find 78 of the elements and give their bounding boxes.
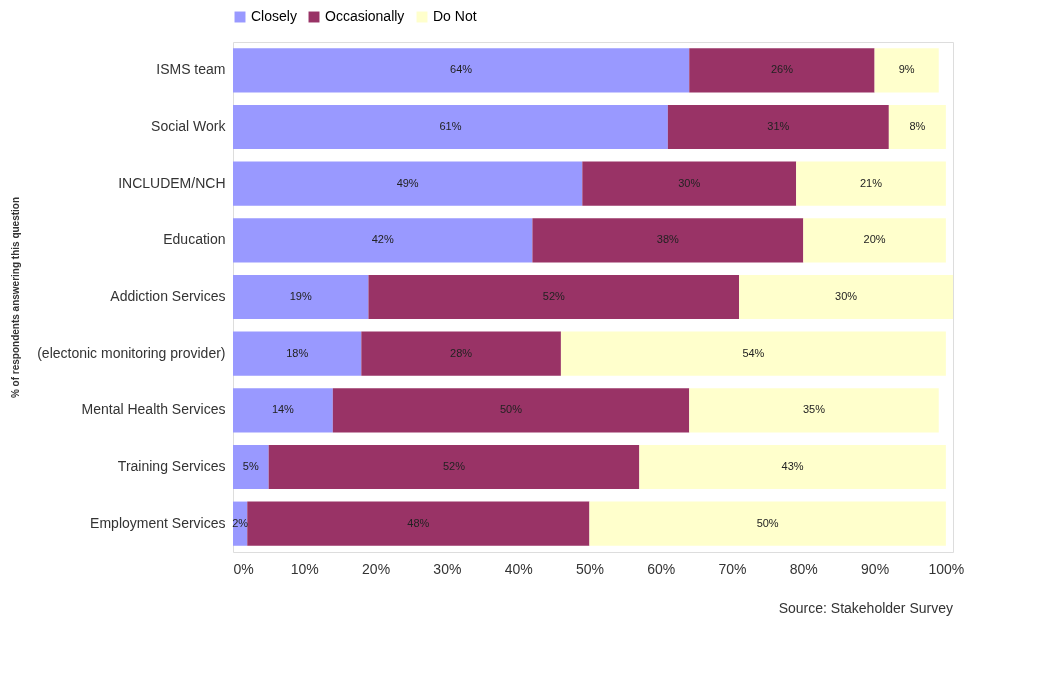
y-tick-label: (electonic monitoring provider) — [37, 344, 226, 361]
bar — [233, 274, 369, 320]
bar — [689, 48, 875, 93]
bar — [639, 444, 946, 490]
y-tick-label: Education — [163, 231, 226, 248]
data-label: 61% — [439, 120, 462, 132]
bar — [233, 331, 362, 376]
legend-label: Closely — [251, 8, 297, 24]
data-label: 50% — [756, 516, 779, 529]
bar — [233, 104, 668, 150]
bar — [689, 388, 939, 433]
x-tick-label: 20% — [362, 560, 391, 577]
bar — [739, 274, 953, 320]
data-label: 31% — [767, 120, 790, 132]
y-tick-label: Training Services — [117, 458, 226, 474]
data-label: 8% — [909, 120, 926, 132]
data-label: 64% — [450, 63, 473, 76]
bar — [888, 104, 946, 150]
data-label: 42% — [371, 233, 394, 246]
legend-label: Occasionally — [325, 8, 405, 24]
bar — [233, 444, 269, 490]
data-label: 18% — [286, 346, 309, 359]
data-label: 2% — [232, 516, 249, 529]
data-label: 52% — [442, 460, 466, 472]
data-label: 28% — [450, 346, 473, 359]
bar — [874, 48, 939, 93]
x-tick-label: 90% — [861, 560, 890, 577]
x-tick-label: 30% — [433, 560, 462, 577]
x-tick-label: 50% — [575, 560, 604, 577]
bar — [268, 444, 640, 490]
bar — [667, 104, 889, 150]
data-label: 48% — [407, 516, 430, 529]
data-label: 50% — [500, 403, 523, 416]
bar — [332, 388, 690, 433]
bar — [233, 218, 533, 263]
data-label: 43% — [781, 460, 804, 472]
bar — [796, 161, 946, 206]
x-tick-label: 0% — [233, 560, 254, 577]
bar — [233, 48, 690, 93]
y-tick-label: Mental Health Services — [81, 401, 226, 418]
y-tick-label: Addiction Services — [110, 288, 226, 304]
x-tick-label: 80% — [789, 560, 818, 577]
data-label: 5% — [242, 460, 259, 472]
bar — [532, 218, 804, 263]
data-label: 20% — [863, 233, 886, 246]
source-note: Source: Stakeholder Survey — [778, 600, 953, 616]
data-label: 38% — [656, 233, 680, 246]
x-tick-label: 40% — [504, 560, 533, 577]
y-axis-title: % of respondents answering this question — [10, 196, 22, 399]
data-label: 35% — [802, 403, 826, 416]
bar — [582, 161, 797, 206]
data-label: 49% — [396, 176, 419, 189]
x-tick-label: 70% — [718, 560, 747, 577]
data-label: 21% — [860, 176, 883, 189]
y-tick-label: INCLUDEM/NCH — [118, 174, 226, 191]
bar — [368, 274, 740, 320]
bar — [560, 331, 946, 376]
data-label: 30% — [835, 290, 858, 302]
x-tick-label: 10% — [290, 560, 319, 577]
bar — [361, 331, 561, 376]
data-label: 26% — [770, 63, 794, 76]
y-tick-label: Social Work — [151, 118, 227, 134]
bar — [803, 218, 946, 263]
data-label: 30% — [678, 176, 701, 189]
x-tick-label: 60% — [647, 560, 676, 577]
x-tick-label: 100% — [928, 560, 965, 577]
data-label: 9% — [898, 63, 915, 76]
data-label: 19% — [289, 290, 312, 302]
bar — [589, 501, 946, 546]
y-tick-label: Employment Services — [90, 514, 226, 531]
data-label: 52% — [542, 290, 566, 302]
y-tick-label: ISMS team — [156, 61, 226, 78]
bar — [233, 388, 333, 433]
data-label: 14% — [271, 403, 295, 416]
data-label: 54% — [742, 346, 765, 359]
bar — [247, 501, 590, 546]
legend-label: Do Not — [433, 8, 477, 24]
bar — [233, 161, 583, 206]
